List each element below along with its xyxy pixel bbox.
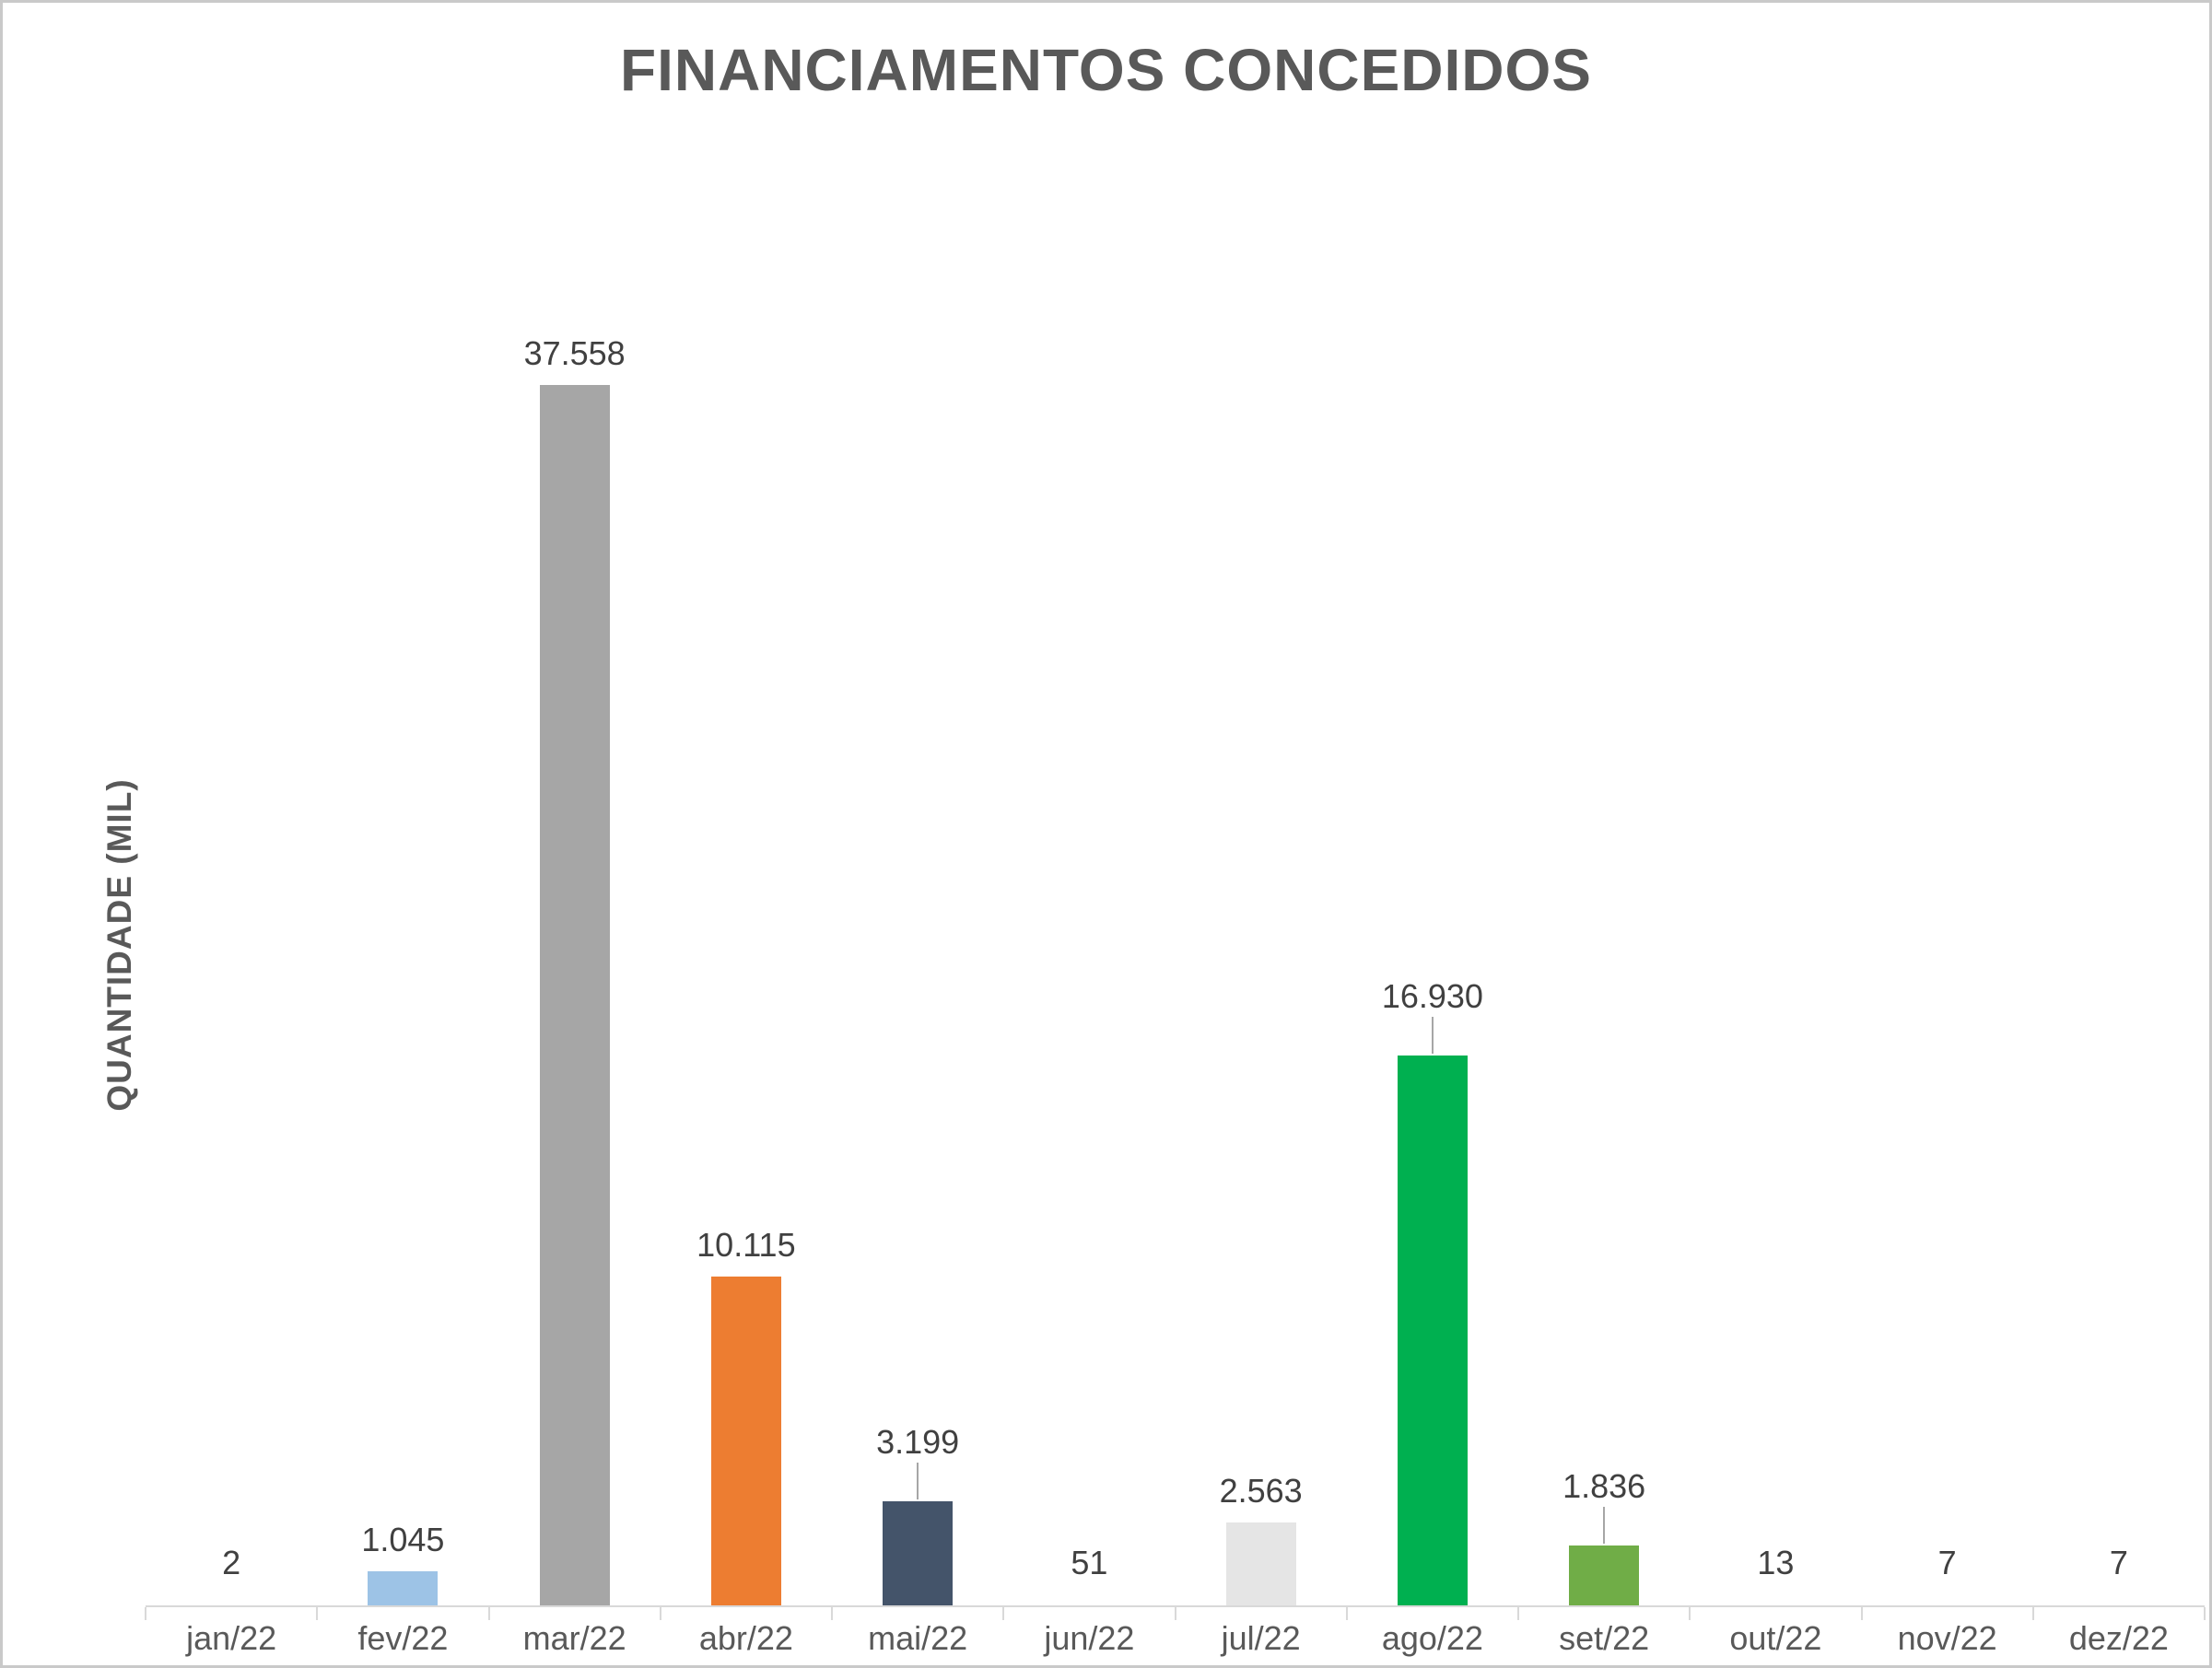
category-label-mai-22: mai/22 — [868, 1619, 968, 1657]
category-label-mar-22: mar/22 — [522, 1619, 626, 1657]
value-label-jan-22: 2 — [222, 1544, 241, 1581]
x-axis-line — [146, 1605, 2205, 1607]
bar-ago-22 — [1397, 1056, 1468, 1605]
value-label-jun-22: 51 — [1071, 1544, 1108, 1581]
value-label-fev-22: 1.045 — [361, 1521, 445, 1558]
value-label-ago-22: 16.930 — [1381, 977, 1483, 1015]
bar-mai-22 — [883, 1501, 954, 1605]
chart-title: FINANCIAMENTOS CONCEDIDOS — [620, 37, 1592, 103]
category-label-jun-22: jun/22 — [1044, 1619, 1135, 1657]
value-label-nov-22: 7 — [1937, 1544, 1957, 1581]
value-label-abr-22: 10.115 — [696, 1226, 796, 1264]
category-label-jul-22: jul/22 — [1221, 1619, 1301, 1657]
bar-abr-22 — [710, 1277, 781, 1605]
category-label-ago-22: ago/22 — [1381, 1619, 1483, 1657]
axis-tick — [1345, 1607, 1348, 1620]
axis-tick — [1002, 1607, 1005, 1620]
category-label-jan-22: jan/22 — [186, 1619, 277, 1657]
value-label-mar-22: 37.558 — [523, 334, 626, 372]
label-leader-line-set-22 — [1603, 1507, 1606, 1544]
axis-tick — [1860, 1607, 1863, 1620]
axis-tick — [487, 1607, 490, 1620]
label-leader-line-mai-22 — [917, 1463, 919, 1499]
axis-tick — [1689, 1607, 1691, 1620]
value-label-set-22: 1.836 — [1562, 1467, 1646, 1505]
bar-mar-22 — [539, 385, 610, 1605]
axis-tick — [1174, 1607, 1176, 1620]
value-label-mai-22: 3.199 — [876, 1423, 960, 1461]
axis-tick — [316, 1607, 319, 1620]
axis-tick — [1517, 1607, 1519, 1620]
bar-fev-22 — [368, 1571, 439, 1605]
value-label-dez-22: 7 — [2109, 1544, 2128, 1581]
axis-tick — [2031, 1607, 2034, 1620]
axis-tick — [2204, 1607, 2206, 1620]
category-label-nov-22: nov/22 — [1897, 1619, 1997, 1657]
category-label-set-22: set/22 — [1559, 1619, 1650, 1657]
label-leader-line-ago-22 — [1431, 1017, 1434, 1054]
category-label-fev-22: fev/22 — [357, 1619, 449, 1657]
axis-tick — [145, 1607, 146, 1620]
axis-tick — [659, 1607, 661, 1620]
value-label-jul-22: 2.563 — [1219, 1472, 1303, 1510]
category-label-abr-22: abr/22 — [698, 1619, 793, 1657]
axis-tick — [831, 1607, 833, 1620]
category-label-out-22: out/22 — [1729, 1619, 1822, 1657]
plot-area: 2 jan/22 1.045 fev/22 37.558 mar/22 10.115 abr/… — [3, 3, 2209, 1665]
value-label-out-22: 13 — [1757, 1544, 1795, 1581]
bar-jul-22 — [1225, 1522, 1296, 1605]
category-label-dez-22: dez/22 — [2068, 1619, 2169, 1657]
bar-set-22 — [1569, 1546, 1640, 1605]
